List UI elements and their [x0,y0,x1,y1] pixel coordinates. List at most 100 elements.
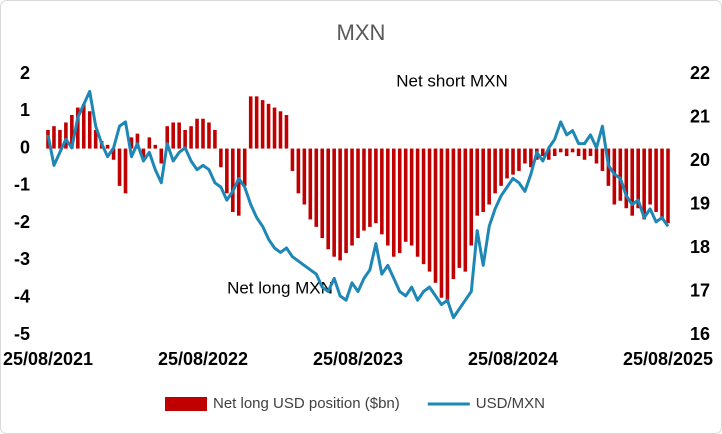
y-tick-label: -4 [14,286,30,306]
bar [272,107,277,149]
bar [421,148,426,265]
bar [76,107,80,149]
bar [242,148,247,186]
bar [654,148,658,212]
line [46,89,670,320]
bar [284,115,289,149]
bar [397,148,402,253]
bar [189,126,193,149]
chart-title: MXN [337,20,386,45]
bar [427,148,432,272]
bar [362,148,366,231]
bar [141,148,146,160]
bar [266,103,271,149]
bar [326,148,330,250]
bar [356,148,360,239]
bar [165,126,170,149]
bar [558,148,563,153]
bar [219,148,223,168]
bar [469,148,474,246]
bar [505,148,509,179]
legend-label: Net long USD position ($bn) [213,395,400,412]
bar [135,133,140,149]
bar [409,148,414,246]
bar [123,148,128,194]
bar [433,148,438,283]
bar [457,148,462,268]
annotation: Net long MXN [227,278,333,297]
y2-tick-label: 17 [690,280,710,300]
bar [52,126,56,149]
bar [612,148,617,205]
y2-tick-label: 16 [690,324,710,344]
bar [541,148,545,157]
bar [117,148,122,186]
bar [600,148,605,171]
bar [338,148,342,261]
bar [642,148,646,220]
bar [517,148,521,171]
legend-label: USD/MXN [476,395,545,412]
bar [332,148,336,257]
y2-tick-label: 22 [690,63,710,83]
bar [380,148,384,235]
bar [64,122,68,149]
bar [159,148,164,164]
bar [213,129,217,149]
bar [147,137,152,149]
bar [87,111,92,149]
bar [248,96,253,149]
bar [195,118,199,149]
bar [666,148,670,224]
bar [290,148,295,171]
bar [630,148,635,216]
bar [511,148,515,175]
bar [391,148,396,257]
bar [386,148,390,246]
bar [171,122,175,149]
bar [529,148,533,168]
x-tick-label: 25/08/2025 [623,349,713,369]
bar [236,148,241,216]
bar [153,144,158,149]
annotation: Net short MXN [396,71,507,90]
y2-tick-label: 18 [690,237,710,257]
bar [201,118,205,149]
x-tick-label: 25/08/2022 [158,349,248,369]
y-tick-label: 0 [20,137,30,157]
bar [499,148,503,186]
bar [314,148,319,227]
y-tick-label: -3 [14,249,30,269]
bar [231,148,235,212]
bar [81,103,86,149]
x-tick-label: 25/08/2024 [468,349,558,369]
bar [308,148,313,220]
bar [129,137,134,149]
bar [368,148,372,227]
bar [93,129,98,149]
bar [320,148,325,239]
bar [58,129,62,149]
bar [582,148,587,160]
bar [183,129,187,149]
bar [546,148,551,160]
bar [254,96,259,149]
bar [278,111,283,149]
bar [439,148,444,298]
y-tick-label: -2 [14,212,30,232]
bar [576,148,581,157]
bar [487,148,491,205]
y-tick-label: -5 [14,324,30,344]
bar [624,148,629,209]
bar [636,148,640,209]
bar [225,148,229,194]
y-tick-label: 2 [20,63,30,83]
bar [415,148,420,257]
bar [564,148,569,157]
bar [552,148,557,157]
y2-tick-label: 20 [690,150,710,170]
bar [70,115,74,149]
bar [105,144,110,149]
x-tick-label: 25/08/2021 [3,349,93,369]
